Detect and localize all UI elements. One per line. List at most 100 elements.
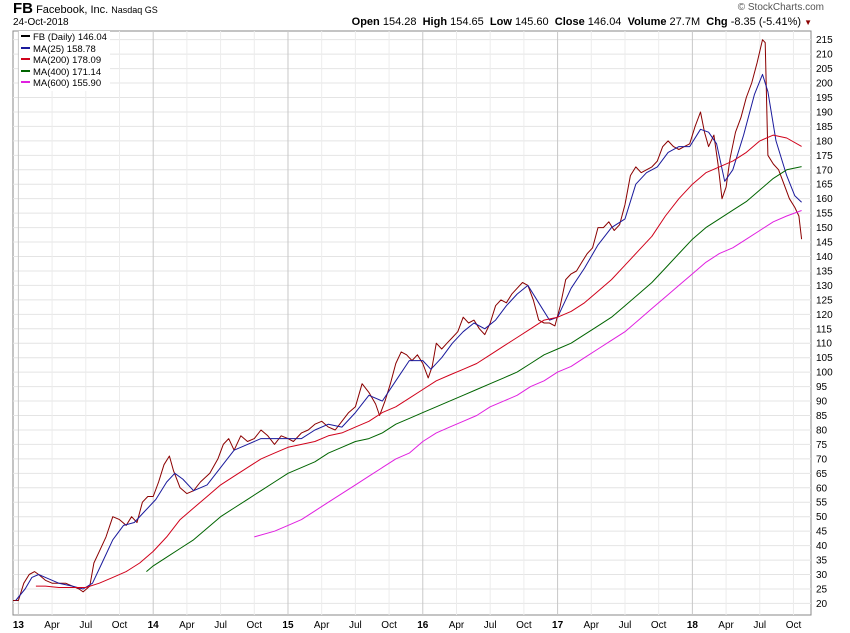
- series: [13, 39, 803, 601]
- y-tick-label: 165: [816, 180, 833, 191]
- y-tick-label: 65: [816, 469, 828, 480]
- legend-swatch: [21, 81, 30, 84]
- x-tick-label: Oct: [112, 620, 128, 631]
- x-tick-label: 18: [687, 620, 699, 631]
- y-tick-label: 170: [816, 165, 833, 176]
- x-tick-label: 16: [417, 620, 429, 631]
- company-name: Facebook, Inc.: [36, 4, 109, 16]
- y-tick-label: 215: [816, 35, 833, 46]
- legend-item-fb: FB (Daily) 146.04: [21, 32, 107, 44]
- legend-label: MA(200) 178.09: [33, 55, 102, 66]
- x-tick-label: 13: [13, 620, 25, 631]
- grid: [13, 31, 811, 615]
- legend: FB (Daily) 146.04 MA(25) 158.78 MA(200) …: [19, 31, 110, 91]
- change-value: -8.35 (-5.41%): [730, 16, 802, 28]
- y-tick-label: 175: [816, 151, 833, 162]
- volume-label: Volume: [627, 16, 667, 28]
- legend-swatch: [21, 35, 30, 38]
- legend-label: MA(400) 171.14: [33, 66, 102, 78]
- y-tick-label: 45: [816, 527, 828, 538]
- y-axis: 20 25 30 35 40 45 50 55 60 65 70 75 80 85 90 95 100 105 11…: [816, 35, 833, 610]
- open-value: 154.28: [382, 16, 417, 28]
- x-tick-label: 17: [552, 620, 564, 631]
- y-tick-label: 70: [816, 454, 828, 465]
- x-axis: 13 Apr Jul Oct 14 Apr Jul Oct 15 Apr Jul Oct 16 Apr Ju…: [13, 620, 802, 631]
- x-tick-label: Oct: [381, 620, 397, 631]
- y-tick-label: 105: [816, 353, 833, 364]
- y-tick-label: 155: [816, 209, 833, 220]
- x-tick-label: Jul: [619, 620, 632, 631]
- series-line-ma-200: [35, 134, 802, 588]
- open-label: Open: [351, 16, 380, 28]
- series-line-ma-400: [146, 166, 802, 572]
- y-tick-label: 100: [816, 368, 833, 379]
- legend-item-ma600: MA(600) 155.90: [21, 78, 107, 90]
- x-tick-label: Apr: [583, 620, 599, 631]
- series-line-ma-600: [254, 210, 802, 538]
- x-tick-label: Apr: [179, 620, 195, 631]
- legend-label: MA(600) 155.90: [33, 78, 102, 89]
- x-tick-label: Jul: [79, 620, 92, 631]
- y-tick-label: 140: [816, 252, 833, 263]
- y-tick-label: 150: [816, 223, 833, 234]
- x-tick-label: Jul: [753, 620, 766, 631]
- y-tick-label: 135: [816, 266, 833, 277]
- x-tick-label: Oct: [516, 620, 532, 631]
- x-tick-label: Oct: [247, 620, 263, 631]
- y-tick-label: 125: [816, 295, 833, 306]
- y-tick-label: 35: [816, 556, 828, 567]
- chart-date: 24-Oct-2018: [13, 17, 69, 28]
- y-tick-label: 120: [816, 310, 833, 321]
- legend-item-ma200: MA(200) 178.09: [21, 55, 107, 67]
- y-tick-label: 185: [816, 122, 833, 133]
- y-tick-label: 50: [816, 512, 828, 523]
- x-tick-label: Oct: [786, 620, 802, 631]
- legend-label: FB (Daily) 146.04: [33, 32, 107, 43]
- low-label: Low: [489, 16, 512, 28]
- legend-label: MA(25) 158.78: [33, 43, 96, 55]
- y-tick-label: 145: [816, 238, 833, 249]
- low-value: 145.60: [514, 16, 549, 28]
- y-tick-label: 160: [816, 194, 833, 205]
- x-tick-label: Apr: [314, 620, 330, 631]
- legend-swatch: [21, 58, 30, 61]
- title-row: FB Facebook, Inc. Nasdaq GS: [13, 0, 158, 17]
- legend-item-ma400: MA(400) 171.14: [21, 67, 107, 79]
- y-tick-label: 85: [816, 411, 828, 422]
- close-value: 146.04: [587, 16, 622, 28]
- x-tick-label: Apr: [44, 620, 60, 631]
- y-tick-label: 180: [816, 136, 833, 147]
- series-line-ma-25: [15, 73, 802, 601]
- y-tick-label: 190: [816, 107, 833, 118]
- series-line-fb-daily: [13, 39, 803, 601]
- x-tick-label: 14: [148, 620, 160, 631]
- exchange-name: Nasdaq GS: [111, 5, 158, 15]
- legend-swatch: [21, 46, 30, 49]
- change-label: Chg: [706, 16, 728, 28]
- volume-value: 27.7M: [669, 16, 701, 28]
- y-tick-label: 200: [816, 79, 833, 90]
- y-tick-label: 115: [816, 324, 832, 335]
- legend-swatch: [21, 69, 30, 72]
- x-tick-label: Jul: [484, 620, 497, 631]
- y-tick-label: 20: [816, 599, 828, 610]
- y-tick-label: 55: [816, 498, 828, 509]
- y-tick-label: 210: [816, 50, 833, 61]
- x-tick-label: 15: [282, 620, 294, 631]
- high-value: 154.65: [450, 16, 484, 28]
- quote-bar: Open 154.28 High 154.65 Low 145.60 Close…: [352, 16, 812, 28]
- down-arrow-icon: ▼: [804, 18, 812, 27]
- ticker-symbol: FB: [13, 0, 33, 17]
- plot-frame: [12, 30, 812, 616]
- y-tick-label: 75: [816, 440, 828, 451]
- watermark: © StockCharts.com: [737, 2, 824, 13]
- y-tick-label: 40: [816, 541, 828, 552]
- x-tick-label: Jul: [349, 620, 362, 631]
- y-tick-label: 30: [816, 570, 828, 581]
- y-tick-label: 90: [816, 397, 828, 408]
- close-label: Close: [554, 16, 585, 28]
- x-tick-label: Apr: [718, 620, 734, 631]
- y-tick-label: 110: [816, 339, 832, 350]
